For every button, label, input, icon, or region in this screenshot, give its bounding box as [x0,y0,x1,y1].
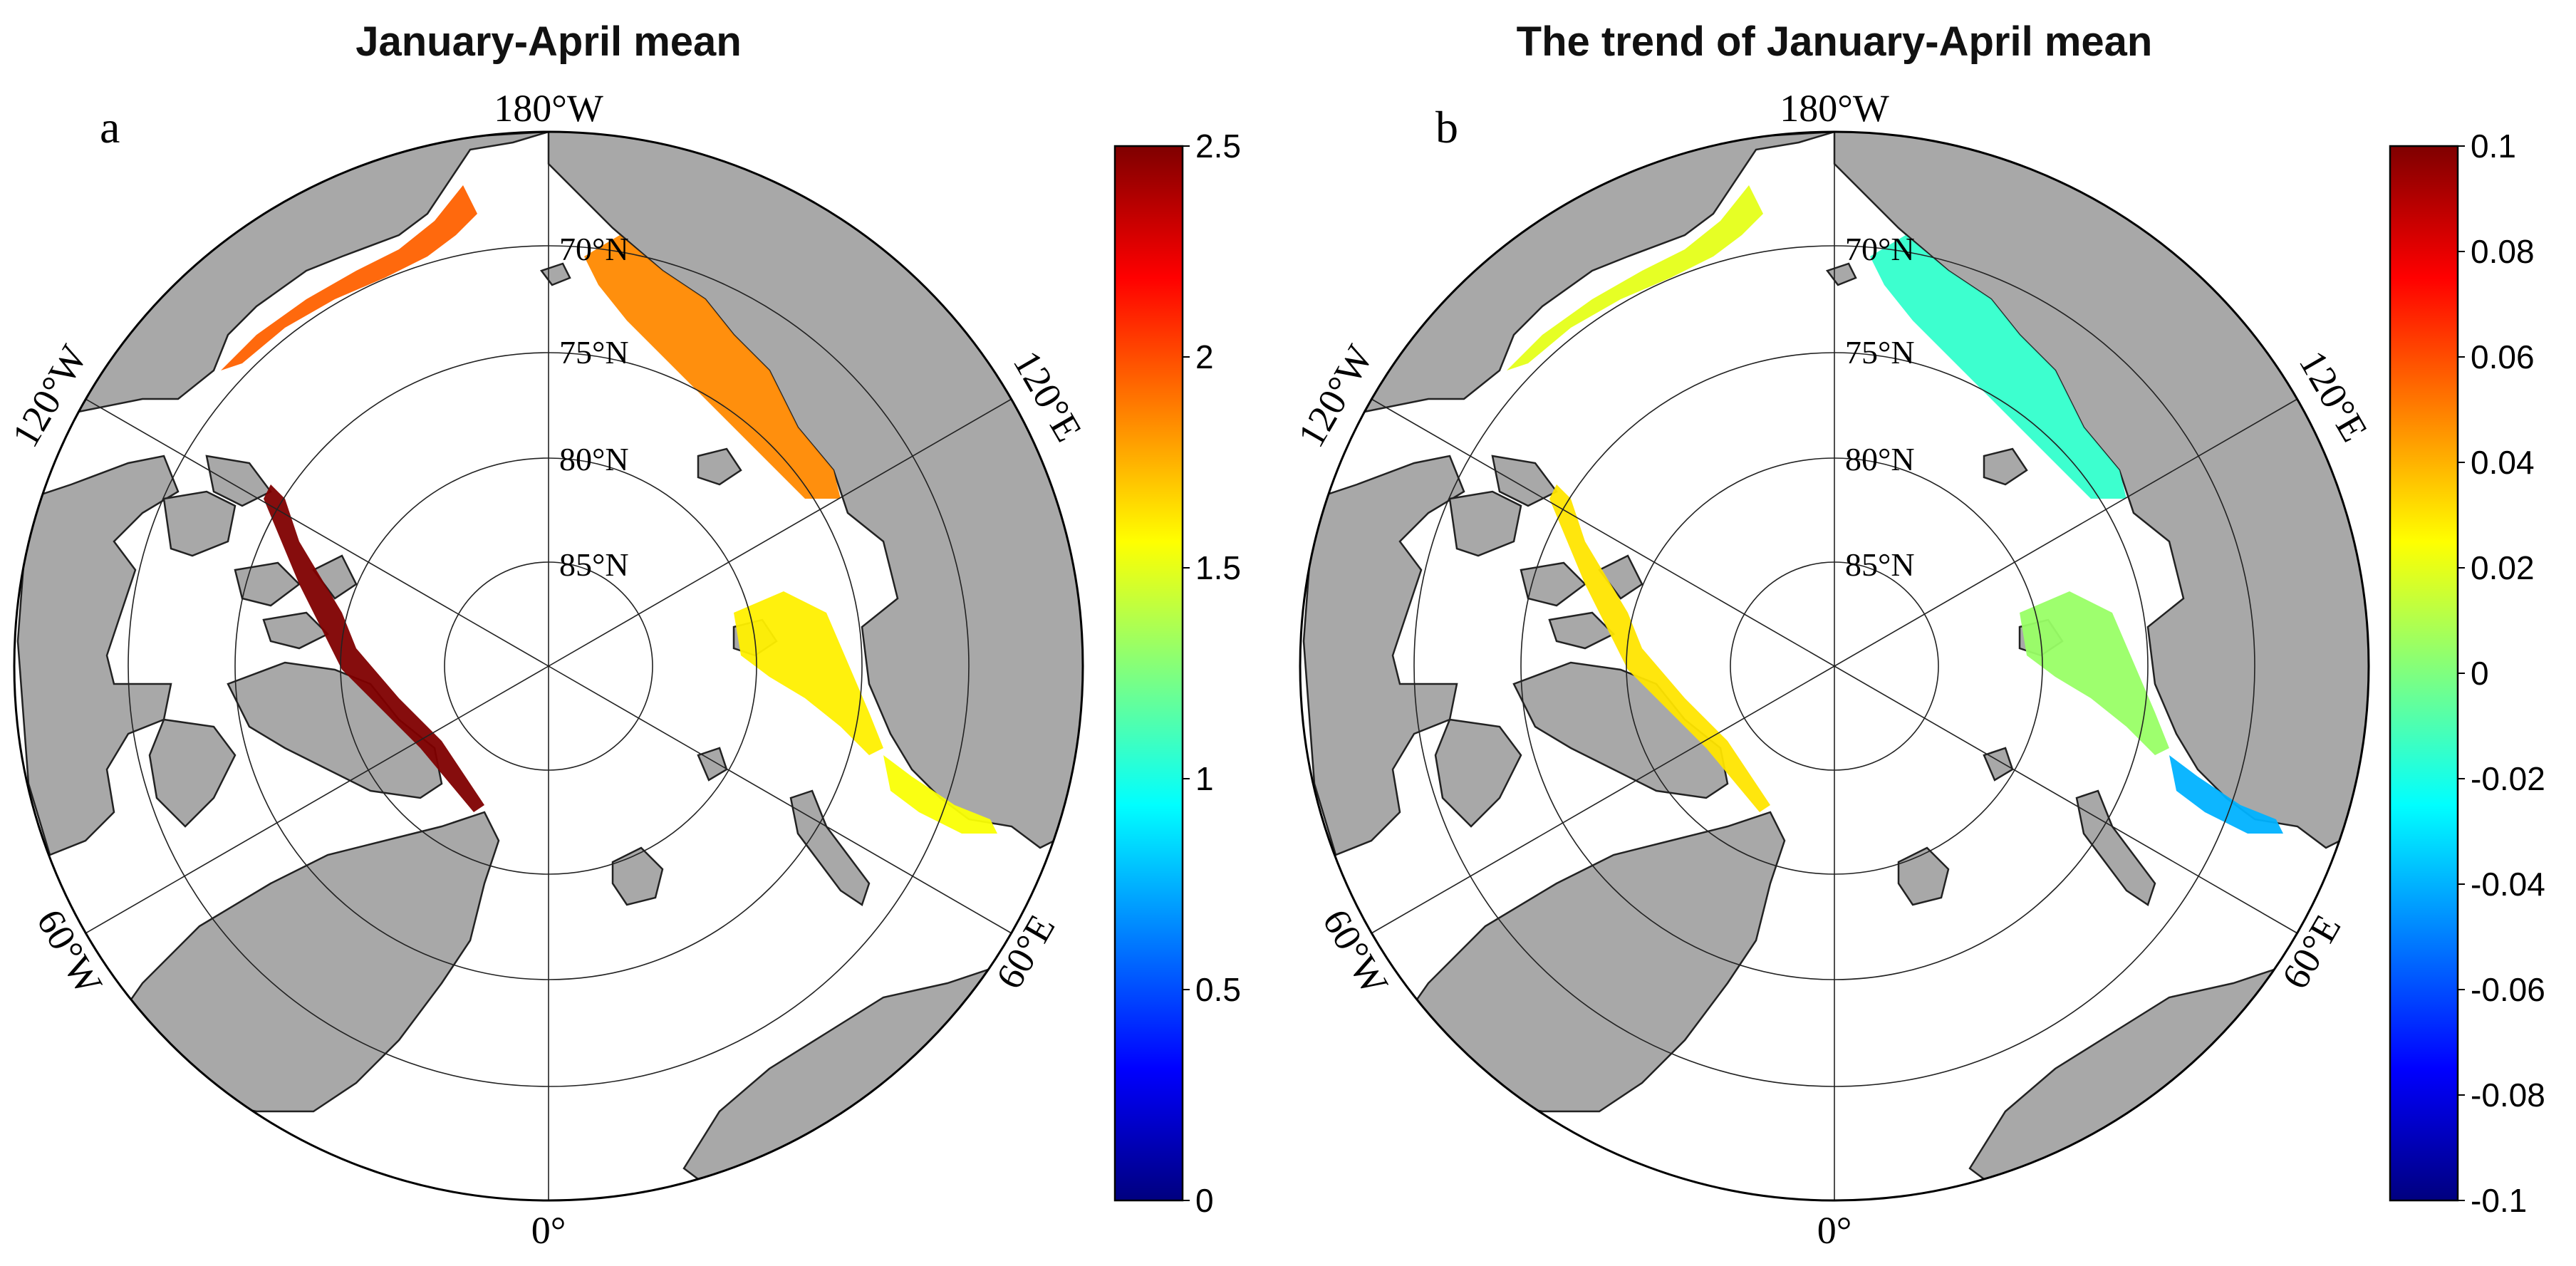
map-rim-a [13,130,1084,1202]
colorbar-tick-label: -0.06 [2471,971,2545,1008]
colorbar-tick-label: 0.5 [1195,971,1241,1008]
panel-b-label: b [1435,102,1458,152]
lat-label-85n-a: 85°N [559,546,629,583]
landmass-greenland [91,811,500,1113]
colorbar-tick-label: 1 [1195,760,1214,797]
landmass-baffin-island [1434,718,1522,828]
colorbar-tick-label: 1.5 [1195,549,1241,586]
data-regions-b [1507,185,2283,834]
landmass-arctic-islands-1 [234,561,301,607]
lat-label-70n-b: 70°N [1845,231,1915,267]
panel-a: January-April mean a [4,19,1241,1252]
panel-b: The trend of January-April mean b [1289,19,2545,1252]
data-region-kara-sea-shelf [734,591,883,755]
polar-map-a: 180°W 0° 120°W 60°W 120°E 60°E 70°N 75°N… [4,87,1090,1252]
landmass-arctic-islands-2 [1548,611,1616,650]
data-region-barents-pechora-coast [2169,755,2283,834]
landmass-new-siberian-islands [697,447,742,486]
colorbar-a-gradient [1113,145,1184,1202]
polar-map-b: 180°W 0° 120°W 60°W 120°E 60°E 70°N 75°N… [1289,87,2376,1252]
colorbar-tick-label: 0.02 [2471,549,2535,586]
lat-label-80n-a: 80°N [559,441,629,477]
landmass-greenland-south [1341,1110,1451,1184]
colorbar-tick-label: -0.1 [2471,1182,2527,1219]
landmass-banks-island [205,455,272,507]
landmass-canada [16,455,180,856]
colorbar-tick-label: 2 [1195,338,1214,375]
lon-label-0-a: 0° [531,1209,566,1252]
landmass-canada [1302,455,1465,856]
colorbar-b-gradient [2389,145,2459,1202]
landmass-novaya-zemlya [2075,789,2156,906]
landmass-arctic-islands-2 [262,611,330,650]
colorbar-tick-label: -0.04 [2471,866,2545,903]
landmass-svalbard [611,846,664,906]
panel-b-title: The trend of January-April mean [1517,19,2153,65]
landmass-victoria-island [1448,490,1522,557]
landmass-victoria-island [162,490,237,557]
colorbar-tick-label: 2.5 [1195,128,1241,165]
lat-label-75n-a: 75°N [559,334,629,370]
landmass-greenland-south [56,1110,165,1184]
colorbar-tick-label: 0.08 [2471,233,2535,270]
data-region-canadian-archipelago-greenland-coast [1549,484,1770,812]
lat-label-80n-b: 80°N [1845,441,1915,477]
landmass-arctic-islands-1 [1520,561,1586,607]
landmass-new-siberian-islands [1983,447,2028,486]
panel-a-label: a [100,102,120,152]
data-region-kara-sea-shelf [2020,591,2169,755]
landmass-baffin-island [148,718,237,828]
data-regions-a [221,185,997,834]
colorbar-tick-label: -0.08 [2471,1076,2545,1114]
colorbar-tick-label: 0 [2471,655,2489,692]
colorbar-tick-label: 0.1 [2471,128,2516,165]
data-region-canadian-archipelago-greenland-coast [264,484,484,812]
colorbar-tick-label: -0.02 [2471,760,2545,797]
colorbar-a: 0 0.5 1 1.5 2 2.5 [1113,128,1241,1219]
landmass-svalbard [1897,846,1950,906]
lon-label-180w-b: 180°W [1780,87,1889,130]
lat-label-70n-a: 70°N [559,231,629,267]
lat-label-75n-b: 75°N [1845,334,1915,370]
graticule-b [1371,132,2298,1200]
lon-label-180w-a: 180°W [494,87,603,130]
data-region-east-siberian-laptev-shelf [1870,235,2126,499]
colorbar-a-ticks: 0 0.5 1 1.5 2 2.5 [1183,128,1241,1219]
lat-label-85n-b: 85°N [1845,546,1915,583]
landmass-ellesmere-island [227,661,443,799]
landmass-ellesmere-island [1512,661,1729,799]
graticule-a [85,132,1012,1200]
data-region-beaufort-chukchi-coast [221,185,477,370]
colorbar-b: -0.1 -0.08 -0.06 -0.04 -0.02 0 0.02 0.04 0.06 0.0… [2389,128,2545,1219]
colorbar-tick-label: 0 [1195,1182,1214,1219]
data-region-beaufort-chukchi-coast [1507,185,1763,370]
data-region-barents-pechora-coast [883,755,997,834]
landmass-novaya-zemlya [789,789,871,906]
data-region-east-siberian-laptev-shelf [584,235,841,499]
colorbar-b-ticks: -0.1 -0.08 -0.06 -0.04 -0.02 0 0.02 0.04 0.06 0.0… [2458,128,2545,1219]
landmass-banks-island [1491,455,1558,507]
colorbar-tick-label: 0.06 [2471,338,2535,375]
panel-a-title: January-April mean [355,19,742,65]
colorbar-tick-label: 0.04 [2471,444,2535,481]
landmass-greenland [1377,811,1786,1113]
lon-label-0-b: 0° [1817,1209,1852,1252]
map-rim-b [1299,130,2370,1202]
